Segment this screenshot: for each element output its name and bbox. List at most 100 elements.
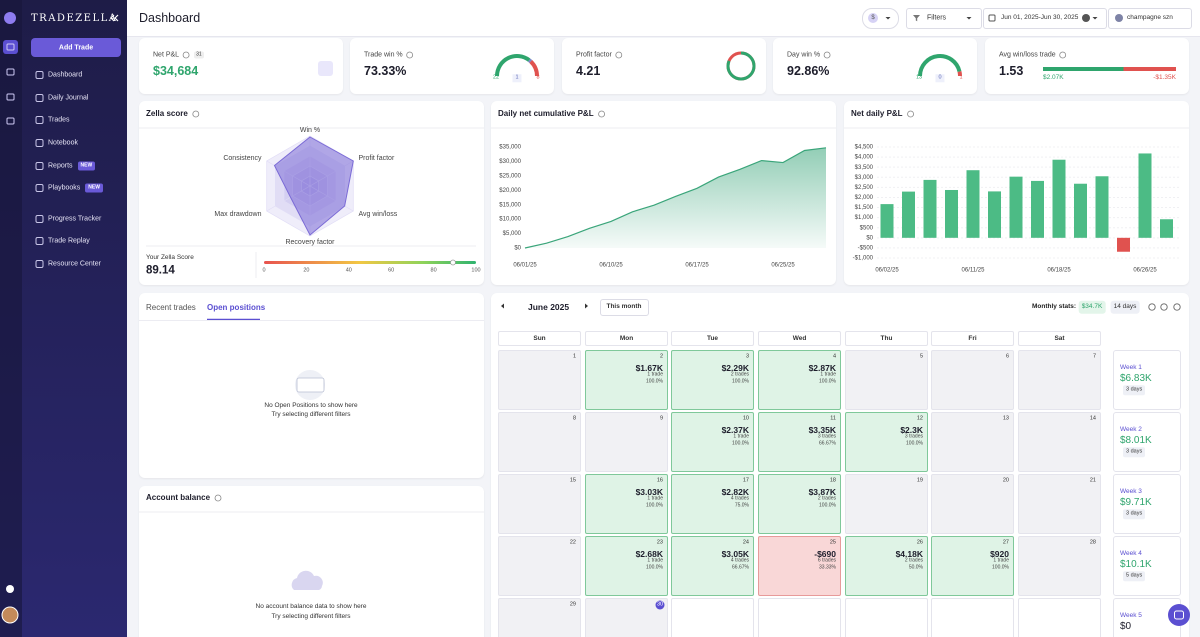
- day-cell[interactable]: [931, 412, 1014, 472]
- gauge-losses: 8: [536, 74, 540, 81]
- day-number: 14: [1089, 415, 1096, 422]
- tab-active[interactable]: Open positions: [207, 303, 266, 312]
- day-trades: 2 trades: [730, 371, 749, 378]
- day-cell[interactable]: [498, 350, 581, 410]
- avg-win-label: $2.07K: [1043, 73, 1064, 81]
- nav-item[interactable]: Progress Tracker: [48, 215, 102, 223]
- day-cell[interactable]: [671, 598, 754, 637]
- day-cell[interactable]: [671, 412, 754, 472]
- day-cell[interactable]: [1018, 412, 1101, 472]
- day-trades: 1 trade: [647, 557, 663, 564]
- day-cell[interactable]: [931, 350, 1014, 410]
- day-cell[interactable]: [585, 598, 668, 637]
- day-cell[interactable]: [931, 536, 1014, 596]
- avg-loss-label: -$1.35K: [1153, 73, 1176, 81]
- week-label: Week 5: [1120, 611, 1142, 619]
- week-summary: [1113, 474, 1181, 534]
- chart-title: Daily net cumulative P&L: [498, 109, 594, 118]
- day-cell[interactable]: [758, 474, 841, 534]
- day-number: 19: [916, 477, 923, 484]
- nav-item[interactable]: Trade Replay: [48, 237, 90, 245]
- day-cell[interactable]: [845, 350, 928, 410]
- day-cell[interactable]: [845, 598, 928, 637]
- date-range[interactable]: Jun 01, 2025-Jun 30, 2025: [1001, 13, 1079, 21]
- nav-icon: [35, 184, 44, 192]
- day-number: 6: [1005, 353, 1009, 360]
- day-cell[interactable]: [758, 536, 841, 596]
- day-trades: 2 trades: [904, 557, 923, 564]
- day-cell[interactable]: [671, 536, 754, 596]
- page-title: Dashboard: [139, 10, 201, 25]
- day-cell[interactable]: [585, 412, 668, 472]
- weekday-cell: [845, 331, 928, 346]
- day-trades: 6 trades: [817, 557, 836, 564]
- add-trade-label[interactable]: Add Trade: [58, 44, 94, 51]
- week-label: Week 4: [1120, 549, 1142, 557]
- nav-item[interactable]: Notebook: [48, 139, 78, 147]
- logo: [4, 12, 16, 24]
- day-cell[interactable]: [498, 536, 581, 596]
- date-picker[interactable]: [983, 8, 1107, 29]
- day-cell[interactable]: [1018, 536, 1101, 596]
- chart-title: Zella score: [146, 109, 188, 118]
- currency[interactable]: $: [868, 13, 878, 23]
- day-number: 2: [659, 353, 663, 360]
- day-number: 26: [916, 539, 923, 546]
- nav-item[interactable]: Dashboard: [48, 71, 83, 79]
- day-cell[interactable]: [1018, 350, 1101, 410]
- empty-text: No Open Positions to show here: [264, 401, 358, 409]
- day-cell[interactable]: [845, 474, 928, 534]
- day-cell[interactable]: [758, 412, 841, 472]
- weekday-cell: [671, 331, 754, 346]
- stat-value: 73.33%: [364, 63, 407, 78]
- day-number: 12: [916, 415, 923, 422]
- day-cell[interactable]: [758, 350, 841, 410]
- day-cell[interactable]: [845, 412, 928, 472]
- day-trades: 1 trade: [820, 371, 836, 378]
- day-cell[interactable]: [931, 598, 1014, 637]
- nav-item[interactable]: Daily Journal: [48, 94, 89, 102]
- this-month[interactable]: This month: [606, 302, 642, 310]
- day-cell[interactable]: [498, 412, 581, 472]
- day-number: 21: [1089, 477, 1096, 484]
- day-pnl: $2.3K: [900, 424, 923, 435]
- day-cell[interactable]: [585, 350, 668, 410]
- weekday: Sat: [1054, 334, 1065, 342]
- currency-select[interactable]: [862, 8, 899, 29]
- nav-item[interactable]: Trades: [48, 116, 70, 124]
- nav-item[interactable]: Playbooks: [48, 184, 81, 192]
- account-select[interactable]: [1108, 8, 1192, 29]
- rail-active: [3, 40, 18, 54]
- day-cell[interactable]: [1018, 598, 1101, 637]
- chart-card: [491, 101, 836, 285]
- day-cell[interactable]: [931, 474, 1014, 534]
- month: June 2025: [528, 301, 570, 312]
- nav-item[interactable]: Resource Center: [48, 260, 101, 268]
- day-cell[interactable]: [671, 474, 754, 534]
- day-cell[interactable]: [498, 474, 581, 534]
- header: [127, 0, 1200, 37]
- day-trades: 3 trades: [904, 433, 923, 440]
- day-pnl: -$690: [814, 548, 836, 559]
- weekday-cell: [758, 331, 841, 346]
- week-pnl: $10.1K: [1120, 559, 1152, 570]
- nav-item[interactable]: Reports: [48, 162, 73, 170]
- day-cell[interactable]: [1018, 474, 1101, 534]
- day-number: 9: [659, 415, 663, 422]
- day-number: 18: [829, 477, 836, 484]
- day-cell[interactable]: [498, 598, 581, 637]
- day-cell[interactable]: [845, 536, 928, 596]
- filters[interactable]: Filters: [927, 14, 947, 22]
- this-month-button[interactable]: [600, 299, 649, 316]
- day-cell[interactable]: [671, 350, 754, 410]
- day-cell[interactable]: [585, 536, 668, 596]
- rail-icon: [6, 43, 15, 51]
- day-trades: 1 trade: [733, 433, 749, 440]
- account[interactable]: champagne szn: [1127, 13, 1173, 21]
- day-cell[interactable]: [758, 598, 841, 637]
- stats-label: Monthly stats:: [1032, 302, 1077, 310]
- filters-button[interactable]: [906, 8, 982, 29]
- stat-label: Net P&L: [153, 51, 180, 59]
- day-cell[interactable]: [585, 474, 668, 534]
- tab[interactable]: Recent trades: [146, 303, 196, 312]
